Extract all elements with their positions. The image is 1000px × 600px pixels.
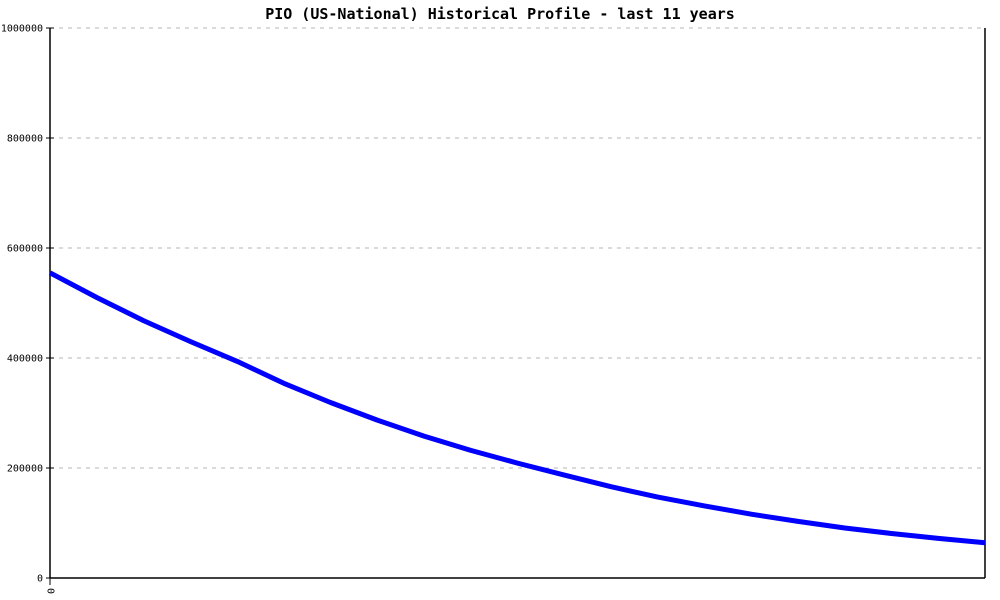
chart-title: PIO (US-National) Historical Profile - l… [265, 5, 735, 23]
series-line [48, 270, 986, 546]
y-tick-label: 800000 [7, 134, 43, 145]
y-tick-label: 400000 [7, 354, 43, 365]
y-tick-label: 1000000 [1, 24, 43, 35]
x-tick-label: 0 [45, 588, 56, 594]
y-tick-label: 0 [37, 574, 43, 585]
y-tick-label: 200000 [7, 464, 43, 475]
y-tick-label: 600000 [7, 244, 43, 255]
